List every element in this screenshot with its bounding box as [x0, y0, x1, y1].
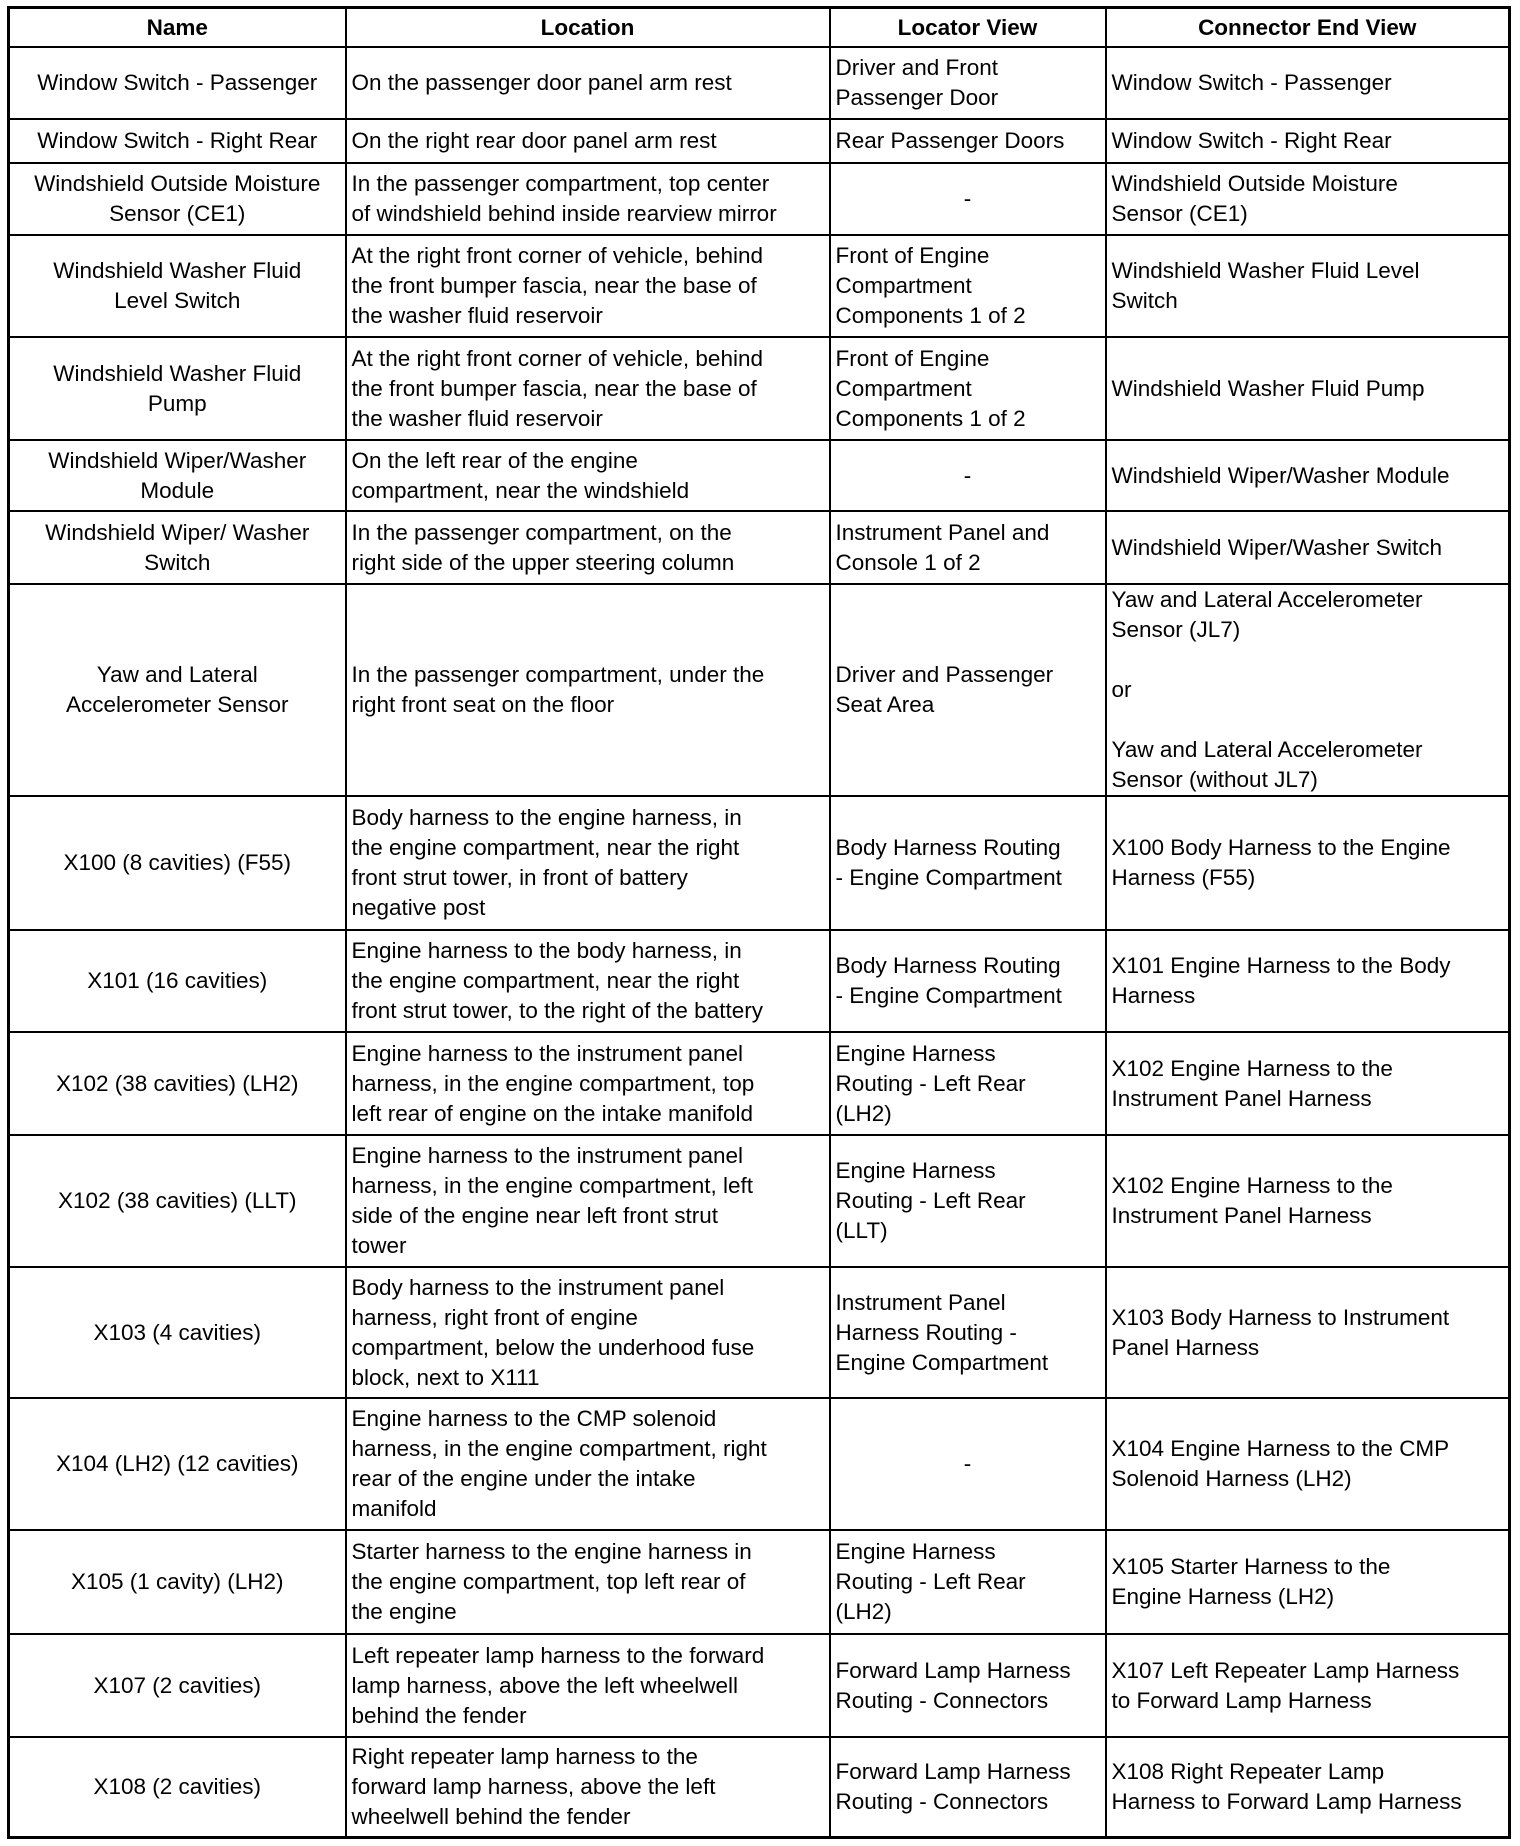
connector-end-view-cell: X102 Engine Harness to the Instrument Pa… [1104, 1134, 1511, 1268]
name-cell: Windshield Wiper/Washer Module [7, 439, 347, 512]
name-cell: Windshield Washer Fluid Pump [7, 336, 347, 441]
location-cell: At the right front corner of vehicle, be… [344, 234, 831, 338]
location-cell: Right repeater lamp harness to the forwa… [344, 1736, 831, 1838]
table-row: X105 (1 cavity) (LH2) Starter harness to … [7, 1529, 1511, 1635]
locator-view-cell: Engine Harness Routing - Left Rear (LH2) [828, 1529, 1107, 1635]
connector-end-view-cell: X102 Engine Harness to the Instrument Pa… [1104, 1031, 1511, 1136]
connector-end-view-cell: X104 Engine Harness to the CMP Solenoid … [1104, 1397, 1511, 1531]
location-cell: Body harness to the instrument panel har… [344, 1266, 831, 1399]
table-row: Windshield Wiper/Washer Module On the lef… [7, 439, 1511, 512]
locator-view-cell: Driver and Passenger Seat Area [828, 583, 1107, 797]
location-cell: In the passenger compartment, on the rig… [344, 510, 831, 585]
table-row: Windshield Washer Fluid Level Switch At t… [7, 234, 1511, 338]
connector-end-view-cell: X101 Engine Harness to the Body Harness [1104, 929, 1511, 1033]
table-row: X108 (2 cavities) Right repeater lamp har… [7, 1736, 1511, 1838]
locator-view-cell: - [828, 1397, 1107, 1531]
table-row: X104 (LH2) (12 cavities) Engine harness t… [7, 1397, 1511, 1531]
locator-view-cell: Forward Lamp Harness Routing - Connector… [828, 1736, 1107, 1838]
location-cell: Body harness to the engine harness, in t… [344, 795, 831, 931]
location-cell: At the right front corner of vehicle, be… [344, 336, 831, 441]
table-row: X100 (8 cavities) (F55) Body harness to t… [7, 795, 1511, 931]
locator-view-cell: Driver and Front Passenger Door [828, 46, 1107, 120]
name-cell: Windshield Washer Fluid Level Switch [7, 234, 347, 338]
name-cell: Yaw and Lateral Accelerometer Sensor [7, 583, 347, 797]
connector-end-view-cell: Yaw and Lateral Accelerometer Sensor (JL… [1104, 583, 1511, 797]
table-row: X101 (16 cavities) Engine harness to the … [7, 929, 1511, 1033]
name-cell: X100 (8 cavities) (F55) [7, 795, 347, 931]
locator-view-cell: Front of Engine Compartment Components 1… [828, 336, 1107, 441]
name-cell: X101 (16 cavities) [7, 929, 347, 1033]
locator-view-cell: Forward Lamp Harness Routing - Connector… [828, 1633, 1107, 1738]
table-row: Windshield Washer Fluid Pump At the right… [7, 336, 1511, 441]
name-cell: Window Switch - Right Rear [7, 118, 347, 164]
table-row: Window Switch - Right Rear On the right r… [7, 118, 1511, 164]
header-connector-end-view: Connector End View [1104, 6, 1511, 48]
connector-end-view-cell: Windshield Wiper/Washer Module [1104, 439, 1511, 512]
locator-view-cell: Front of Engine Compartment Components 1… [828, 234, 1107, 338]
name-cell: X103 (4 cavities) [7, 1266, 347, 1399]
connector-end-view-cell: X107 Left Repeater Lamp Harness to Forwa… [1104, 1633, 1511, 1738]
locator-view-cell: Rear Passenger Doors [828, 118, 1107, 164]
connector-end-view-cell: Window Switch - Passenger [1104, 46, 1511, 120]
location-cell: Starter harness to the engine harness in… [344, 1529, 831, 1635]
table-row: X102 (38 cavities) (LH2) Engine harness t… [7, 1031, 1511, 1136]
locator-view-cell: - [828, 439, 1107, 512]
location-cell: On the passenger door panel arm rest [344, 46, 831, 120]
connector-end-view-cell: Windshield Wiper/Washer Switch [1104, 510, 1511, 585]
connector-end-view-cell: X103 Body Harness to Instrument Panel Ha… [1104, 1266, 1511, 1399]
header-name: Name [7, 6, 347, 48]
table-row: X102 (38 cavities) (LLT) Engine harness t… [7, 1134, 1511, 1268]
connector-table: Name Location Locator View Connector End… [7, 6, 1511, 1839]
location-cell: Engine harness to the instrument panel h… [344, 1031, 831, 1136]
name-cell: X102 (38 cavities) (LH2) [7, 1031, 347, 1136]
header-locator-view: Locator View [828, 6, 1107, 48]
locator-view-cell: Body Harness Routing - Engine Compartmen… [828, 929, 1107, 1033]
name-cell: Window Switch - Passenger [7, 46, 347, 120]
connector-end-view-cell: X100 Body Harness to the Engine Harness … [1104, 795, 1511, 931]
locator-view-cell: Engine Harness Routing - Left Rear (LH2) [828, 1031, 1107, 1136]
location-cell: In the passenger compartment, top center… [344, 162, 831, 236]
header-row: Name Location Locator View Connector End… [7, 6, 1511, 48]
connector-end-view-cell: Windshield Washer Fluid Level Switch [1104, 234, 1511, 338]
location-cell: On the left rear of the engine compartme… [344, 439, 831, 512]
location-cell: In the passenger compartment, under the … [344, 583, 831, 797]
locator-view-cell: - [828, 162, 1107, 236]
location-cell: Engine harness to the body harness, in t… [344, 929, 831, 1033]
location-cell: On the right rear door panel arm rest [344, 118, 831, 164]
location-cell: Left repeater lamp harness to the forwar… [344, 1633, 831, 1738]
connector-end-view-cell: X105 Starter Harness to the Engine Harne… [1104, 1529, 1511, 1635]
table-row: Window Switch - Passenger On the passenge… [7, 46, 1511, 120]
table-row: Yaw and Lateral Accelerometer Sensor In t… [7, 583, 1511, 797]
location-cell: Engine harness to the CMP solenoid harne… [344, 1397, 831, 1531]
name-cell: X108 (2 cavities) [7, 1736, 347, 1838]
locator-view-cell: Instrument Panel and Console 1 of 2 [828, 510, 1107, 585]
name-cell: X104 (LH2) (12 cavities) [7, 1397, 347, 1531]
header-location: Location [344, 6, 831, 48]
name-cell: X102 (38 cavities) (LLT) [7, 1134, 347, 1268]
location-cell: Engine harness to the instrument panel h… [344, 1134, 831, 1268]
locator-view-cell: Body Harness Routing - Engine Compartmen… [828, 795, 1107, 931]
table-row: Windshield Wiper/ Washer Switch In the pa… [7, 510, 1511, 585]
locator-view-cell: Instrument Panel Harness Routing - Engin… [828, 1266, 1107, 1399]
connector-end-view-cell: Windshield Washer Fluid Pump [1104, 336, 1511, 441]
name-cell: Windshield Wiper/ Washer Switch [7, 510, 347, 585]
connector-end-view-cell: Window Switch - Right Rear [1104, 118, 1511, 164]
connector-end-view-cell: X108 Right Repeater Lamp Harness to Forw… [1104, 1736, 1511, 1838]
table-row: X107 (2 cavities) Left repeater lamp harn… [7, 1633, 1511, 1738]
table-row: X103 (4 cavities) Body harness to the ins… [7, 1266, 1511, 1399]
name-cell: Windshield Outside Moisture Sensor (CE1) [7, 162, 347, 236]
name-cell: X105 (1 cavity) (LH2) [7, 1529, 347, 1635]
name-cell: X107 (2 cavities) [7, 1633, 347, 1738]
table-row: Windshield Outside Moisture Sensor (CE1)… [7, 162, 1511, 236]
locator-view-cell: Engine Harness Routing - Left Rear (LLT) [828, 1134, 1107, 1268]
connector-end-view-cell: Windshield Outside Moisture Sensor (CE1) [1104, 162, 1511, 236]
